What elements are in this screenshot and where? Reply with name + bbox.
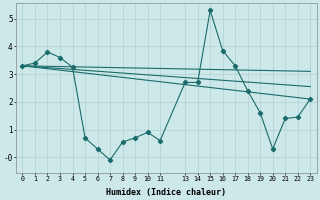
X-axis label: Humidex (Indice chaleur): Humidex (Indice chaleur) (106, 188, 226, 197)
